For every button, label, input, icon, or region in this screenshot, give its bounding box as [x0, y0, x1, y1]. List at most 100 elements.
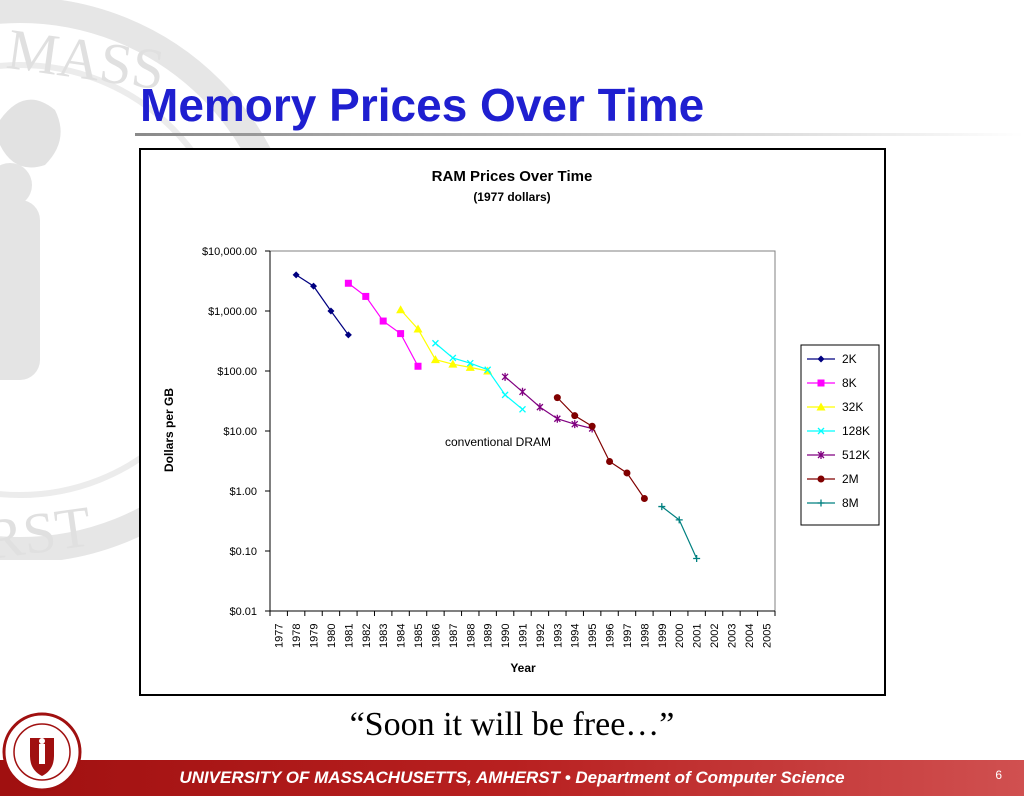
x-tick-label: 1992 [535, 624, 547, 648]
series-line-2M [556, 397, 645, 499]
slide-quote: “Soon it will be free…” [349, 706, 675, 743]
series-line-32K [400, 309, 488, 372]
legend-marker-2M [817, 475, 825, 483]
data-point-512K [553, 414, 561, 423]
y-tick-label: $1,000.00 [208, 306, 257, 318]
data-point-8K [362, 292, 370, 300]
x-tick-label: 1995 [587, 624, 599, 648]
data-point-2M [588, 422, 596, 430]
x-tick-label: 2001 [692, 624, 704, 648]
ram-prices-chart: RAM Prices Over Time (1977 dollars) conv… [162, 168, 880, 675]
series-line-8M [661, 506, 698, 559]
data-point-2K [344, 331, 352, 339]
data-point-8K [397, 330, 405, 338]
legend-label-32K: 32K [842, 400, 863, 414]
umass-seal-watermark: F MASS ERST [0, 0, 280, 560]
series-line-512K [504, 376, 593, 430]
data-point-128K [501, 391, 509, 399]
x-tick-label: 1982 [361, 624, 373, 648]
x-tick-label: 1988 [465, 624, 477, 648]
x-tick-label: 1991 [518, 624, 530, 648]
x-axis-label: Year [510, 661, 536, 675]
page-number: 6 [995, 768, 1002, 782]
chart-legend: 2K 8K 32K 128K 512K 2M 8M [800, 344, 880, 526]
data-point-128K [519, 405, 526, 413]
data-point-2M [606, 458, 614, 466]
legend-marker-128K [817, 427, 825, 435]
legend-marker-512K [817, 451, 825, 459]
data-point-2M [623, 469, 631, 477]
data-point-32K [465, 362, 475, 371]
x-tick-label: 1983 [378, 624, 390, 648]
data-point-8M [658, 503, 666, 511]
data-point-512K [519, 387, 526, 396]
x-tick-label: 2005 [761, 624, 773, 648]
chart-subtitle: (1977 dollars) [473, 190, 550, 204]
data-point-512K [571, 420, 579, 429]
x-tick-label: 2003 [726, 624, 738, 648]
data-point-128K [449, 354, 457, 362]
legend-marker-2K [817, 355, 825, 363]
x-tick-label: 1979 [309, 624, 321, 648]
legend-marker-8M [817, 499, 825, 507]
y-tick-label: $10,000.00 [202, 246, 257, 258]
y-tick-label: $10.00 [223, 426, 257, 438]
legend-marker-32K [816, 402, 826, 411]
legend-label-128K: 128K [842, 424, 870, 438]
data-point-2K [327, 307, 335, 315]
data-point-32K [413, 324, 423, 333]
chart-annotation: conventional DRAM [445, 435, 551, 449]
y-axis-label: Dollars per GB [162, 388, 176, 472]
x-tick-label: 1997 [622, 624, 634, 648]
y-tick-label: $100.00 [217, 366, 257, 378]
legend-label-8K: 8K [842, 376, 857, 390]
plot-border [269, 250, 776, 612]
data-point-512K [501, 372, 509, 381]
legend-marker-8K [817, 379, 825, 387]
x-tick-label: 1977 [274, 624, 286, 648]
data-point-32K [448, 359, 458, 368]
data-point-2M [571, 412, 579, 420]
data-point-8M [675, 516, 683, 524]
data-point-32K [396, 305, 406, 314]
umass-seal-logo [2, 712, 82, 792]
data-point-2M [553, 394, 561, 402]
legend-label-2K: 2K [842, 352, 857, 366]
chart-frame: RAM Prices Over Time (1977 dollars) conv… [139, 148, 886, 696]
x-tick-label: 2002 [709, 624, 721, 648]
x-tick-label: 1998 [639, 624, 651, 648]
x-tick-label: 1985 [413, 624, 425, 648]
x-tick-label: 2000 [674, 624, 686, 648]
data-point-32K [430, 355, 440, 364]
x-tick-label: 1981 [343, 624, 355, 648]
footer-bar: UNIVERSITY OF MASSACHUSETTS, AMHERST • D… [0, 760, 1024, 796]
y-tick-label: $0.10 [229, 546, 257, 558]
chart-title: RAM Prices Over Time [432, 168, 593, 185]
data-point-128K [431, 339, 439, 347]
x-tick-label: 1986 [430, 624, 442, 648]
legend-label-2M: 2M [842, 472, 859, 486]
data-point-2K [310, 282, 318, 290]
legend-label-8M: 8M [842, 496, 859, 510]
footer-text: UNIVERSITY OF MASSACHUSETTS, AMHERST • D… [179, 768, 845, 787]
x-tick-label: 2004 [744, 624, 756, 648]
data-point-8M [693, 554, 701, 562]
data-point-8K [379, 317, 387, 325]
data-point-8K [414, 362, 422, 370]
data-point-2K [292, 271, 300, 279]
y-tick-label: $0.01 [229, 606, 257, 618]
legend-label-512K: 512K [842, 448, 870, 462]
x-tick-label: 1994 [570, 624, 582, 648]
data-point-128K [466, 359, 474, 367]
x-tick-label: 1987 [448, 624, 460, 648]
y-tick-label: $1.00 [229, 486, 257, 498]
x-tick-label: 1990 [500, 624, 512, 648]
plot-area: $10,000.00 $1,000.00 $100.00 $10.00 $1.00 $0.… [202, 246, 776, 648]
x-tick-label: 1993 [552, 624, 564, 648]
x-tick-label: 1984 [396, 624, 408, 648]
data-point-512K [536, 403, 544, 412]
series-line-2K [295, 274, 349, 336]
watermark-text-bottom: ERST [0, 493, 95, 560]
data-point-2M [640, 494, 648, 502]
x-tick-label: 1996 [605, 624, 617, 648]
